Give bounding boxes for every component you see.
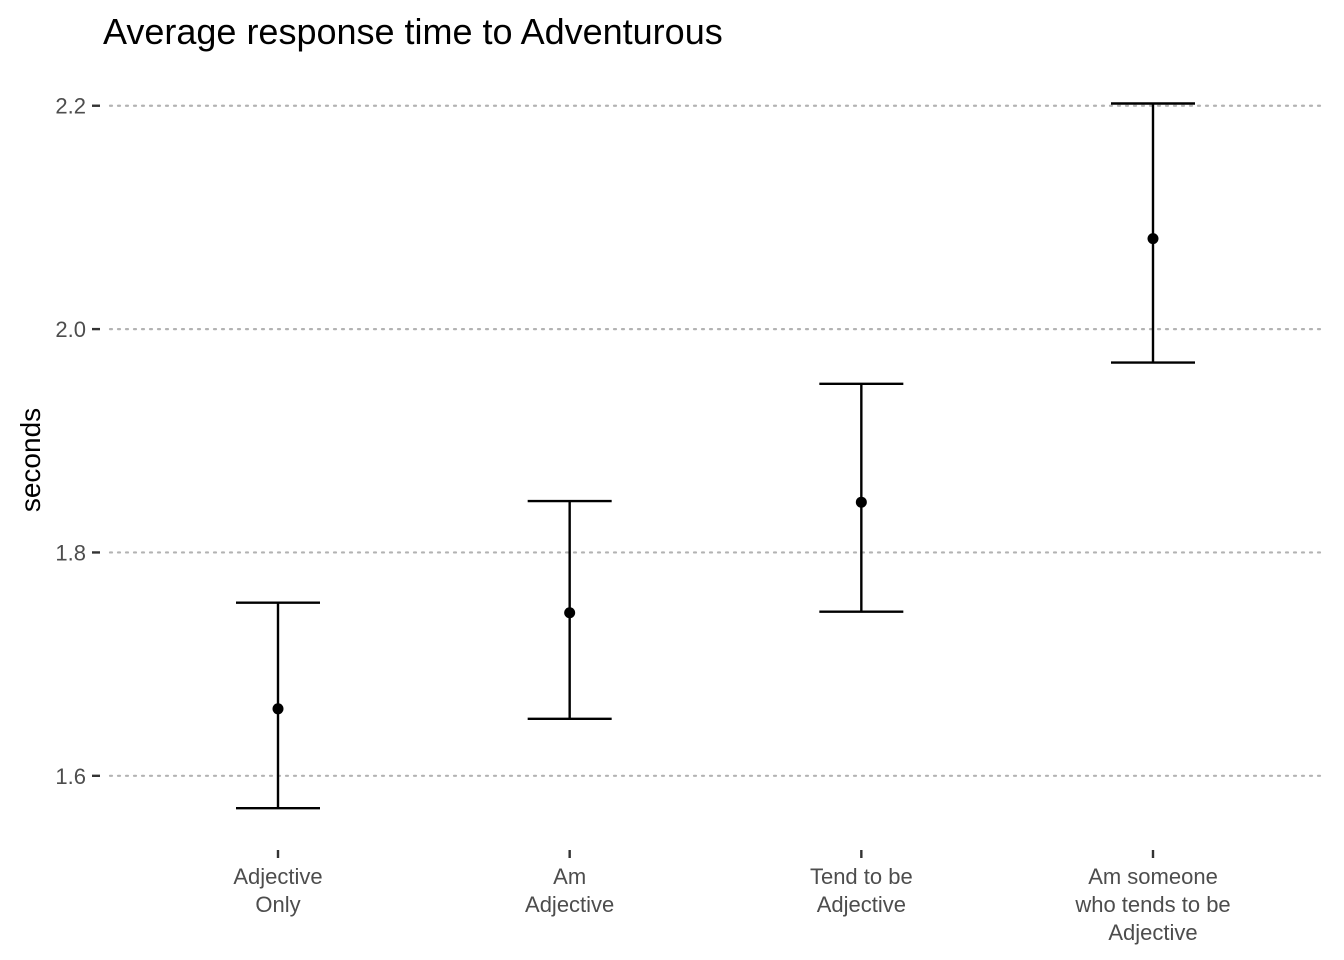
y-tick-label: 2.0	[55, 317, 86, 342]
x-tick-label-line: Only	[255, 892, 300, 917]
y-axis-tick-labels: 1.6 1.8 2.0 2.2	[55, 94, 100, 789]
x-tick-label-line: Am someone	[1088, 864, 1218, 889]
x-axis-tick-labels: Adjective Only Am Adjective Tend to be Adject…	[233, 864, 1230, 945]
y-tick-label: 2.2	[55, 94, 86, 119]
x-tick-label-line: who tends to be	[1074, 892, 1230, 917]
gridlines	[108, 104, 1328, 777]
x-tick-label-line: Adjective	[1108, 920, 1197, 945]
x-tick-label-line: Tend to be	[810, 864, 913, 889]
x-tick-label-line: Adjective	[817, 892, 906, 917]
chart-title: Average response time to Adventurous	[103, 11, 723, 52]
x-tick-label: Adjective Only	[233, 864, 322, 917]
x-tick-label: Am Adjective	[525, 864, 614, 917]
mean-point	[564, 607, 576, 619]
y-axis-title: seconds	[15, 408, 46, 512]
mean-point	[855, 496, 867, 508]
x-tick-label: Am someone who tends to be Adjective	[1074, 864, 1230, 945]
x-tick-label-line: Adjective	[525, 892, 614, 917]
x-axis-ticks	[276, 850, 1155, 858]
x-tick-label: Tend to be Adjective	[810, 864, 913, 917]
y-tick-label: 1.8	[55, 540, 86, 565]
y-tick-label: 1.6	[55, 764, 86, 789]
mean-point	[1147, 233, 1159, 245]
x-tick-label-line: Am	[553, 864, 586, 889]
error-bars	[236, 102, 1195, 810]
x-tick-label-line: Adjective	[233, 864, 322, 889]
mean-point	[272, 703, 284, 715]
error-bar	[1111, 102, 1195, 364]
mean-points	[272, 233, 1159, 715]
